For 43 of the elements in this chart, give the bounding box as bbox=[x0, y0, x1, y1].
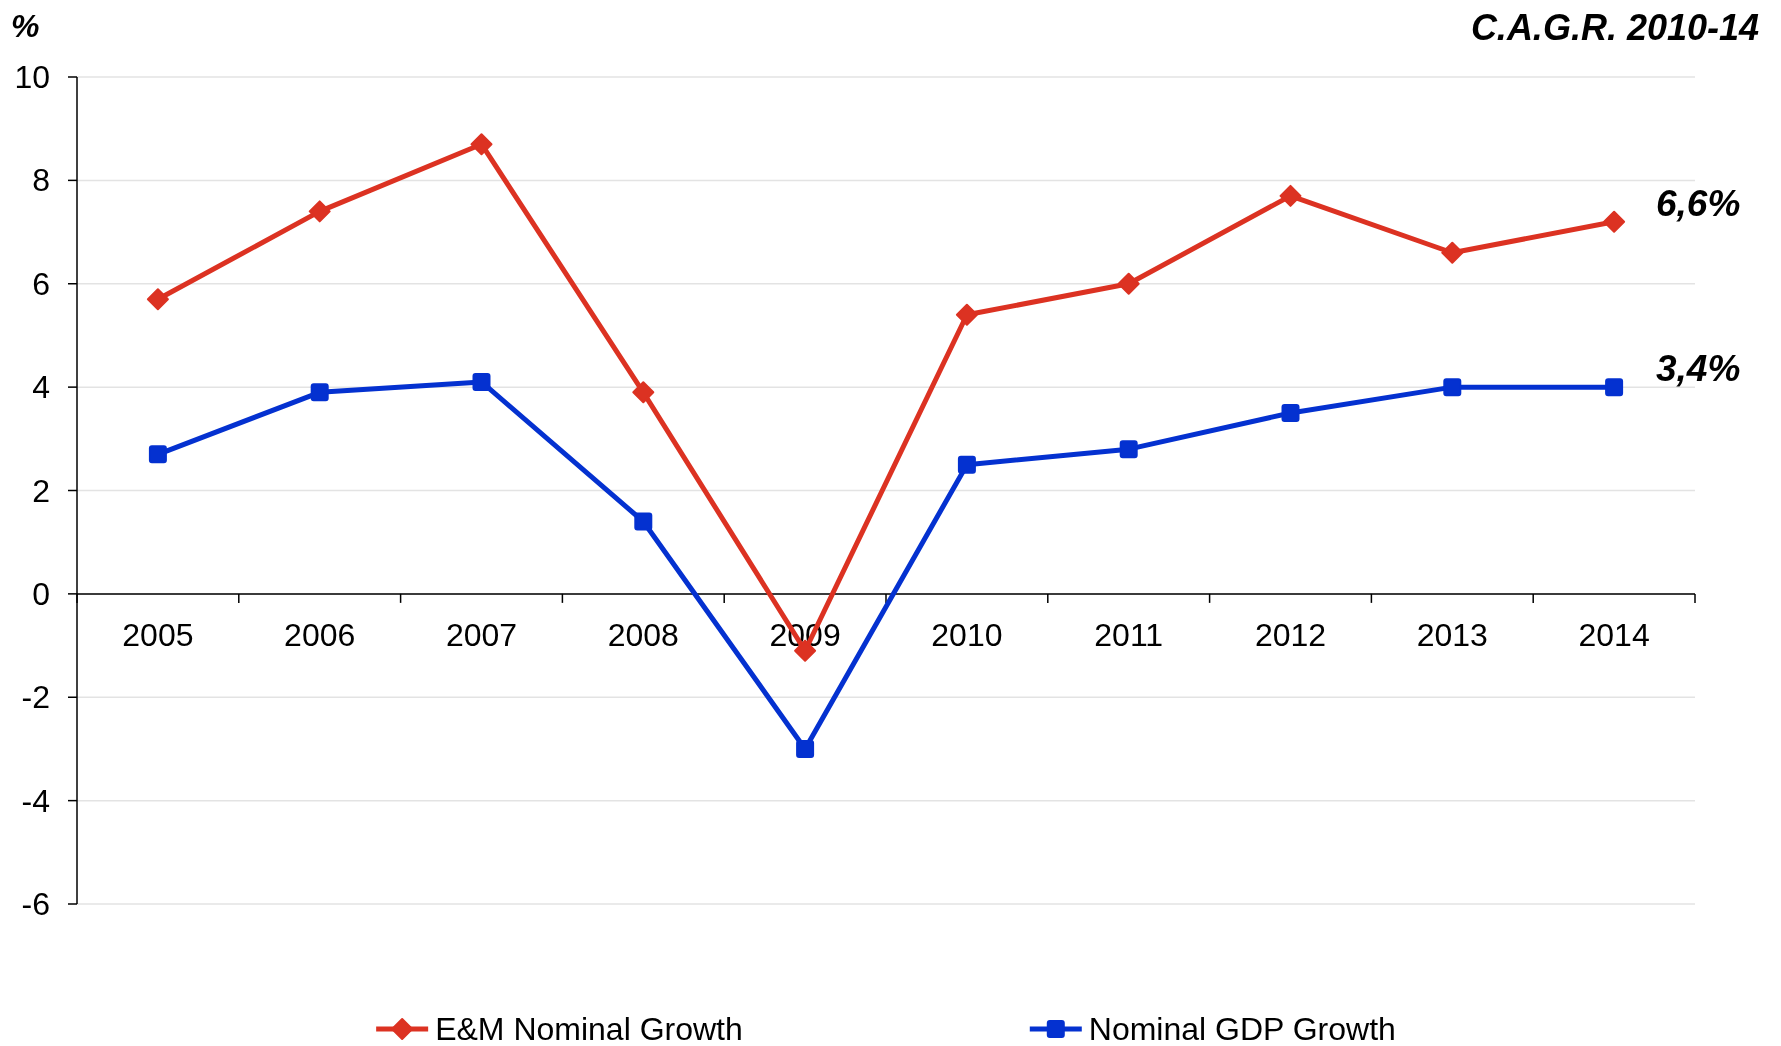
point bbox=[310, 383, 329, 402]
point bbox=[1441, 241, 1464, 264]
legend-label: Nominal GDP Growth bbox=[1088, 1011, 1396, 1046]
x-tick-label: 2011 bbox=[1094, 616, 1164, 653]
point bbox=[472, 372, 491, 391]
x-tick-label: 2014 bbox=[1578, 616, 1650, 653]
x-tick-label: 2005 bbox=[122, 616, 194, 653]
point bbox=[470, 133, 493, 156]
y-tick-label: -6 bbox=[21, 886, 50, 922]
y-tick-label: 0 bbox=[32, 575, 50, 612]
y-axis-title: % bbox=[11, 8, 40, 44]
y-tick-label: -4 bbox=[21, 782, 50, 819]
x-tick-label: 2012 bbox=[1254, 616, 1327, 653]
point bbox=[148, 445, 167, 464]
chart-title: C.A.G.R. 2010-14 bbox=[1470, 7, 1759, 48]
y-tick-label: -2 bbox=[21, 679, 50, 716]
point bbox=[957, 455, 976, 474]
point bbox=[1119, 440, 1138, 459]
point bbox=[955, 303, 978, 326]
annotation: 3,4% bbox=[1656, 348, 1741, 390]
point bbox=[1603, 210, 1626, 233]
point bbox=[632, 381, 655, 404]
point bbox=[1279, 184, 1302, 207]
point bbox=[308, 200, 331, 223]
y-tick-label: 4 bbox=[32, 369, 50, 406]
point bbox=[634, 512, 653, 531]
legend-label: E&M Nominal Growth bbox=[435, 1011, 743, 1046]
y-tick-label: 10 bbox=[14, 59, 50, 95]
point bbox=[796, 739, 815, 758]
point bbox=[1281, 403, 1300, 422]
annotation: 6,6% bbox=[1656, 182, 1741, 224]
y-tick-label: 2 bbox=[32, 472, 50, 509]
point bbox=[1605, 378, 1624, 397]
y-tick-label: 6 bbox=[32, 265, 50, 302]
point bbox=[1443, 378, 1462, 397]
x-tick-label: 2013 bbox=[1416, 616, 1488, 653]
point bbox=[146, 288, 169, 311]
x-tick-label: 2006 bbox=[284, 616, 356, 653]
point bbox=[1117, 272, 1140, 295]
y-tick-label: 8 bbox=[32, 162, 50, 199]
x-tick-label: 2007 bbox=[445, 616, 518, 653]
x-tick-label: 2008 bbox=[607, 616, 679, 653]
x-tick-label: 2010 bbox=[931, 616, 1003, 653]
